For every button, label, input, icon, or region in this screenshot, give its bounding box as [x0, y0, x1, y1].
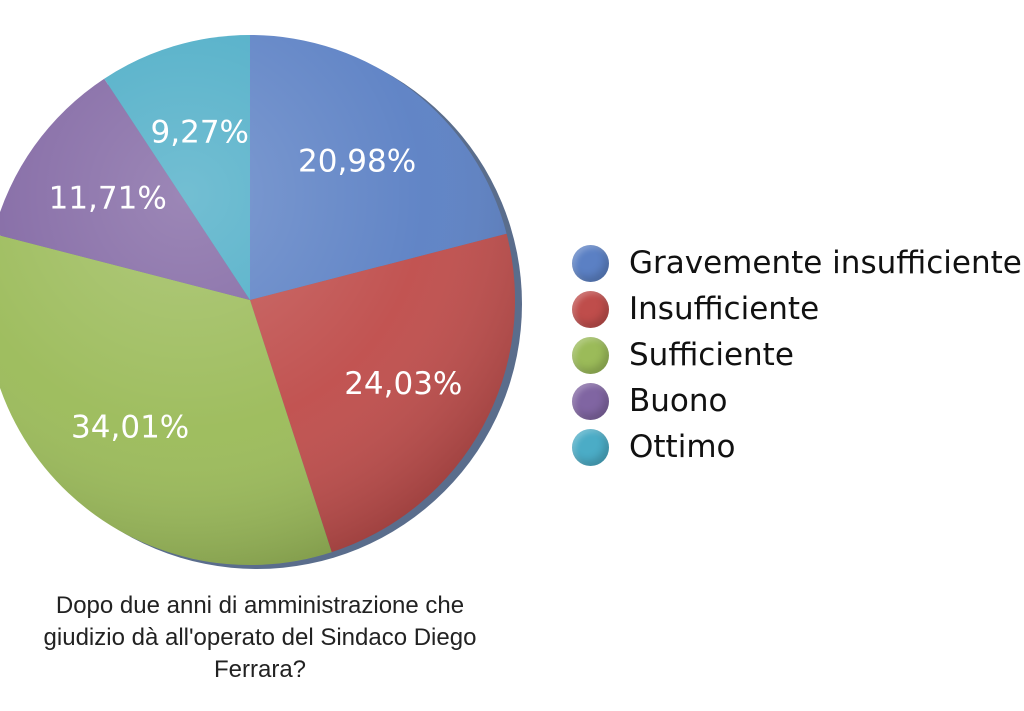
legend-swatch: [572, 382, 609, 420]
legend-item-3: Sufficiente: [572, 332, 1022, 378]
legend-label: Ottimo: [629, 429, 736, 465]
legend-item-2: Insufficiente: [572, 286, 1022, 332]
legend-swatch: [572, 428, 609, 466]
legend-swatch: [572, 336, 609, 374]
legend-label: Sufficiente: [629, 337, 794, 373]
legend-label: Gravemente insufficiente: [629, 245, 1022, 281]
legend-item-1: Gravemente insufficiente: [572, 240, 1022, 286]
legend-label: Buono: [629, 383, 728, 419]
legend-label: Insufficiente: [629, 291, 820, 327]
legend-swatch: [572, 290, 609, 328]
pie-gloss: [0, 35, 515, 565]
slice-label-2: 24,03%: [344, 366, 462, 402]
slice-label-4: 11,71%: [49, 180, 167, 216]
legend-item-5: Ottimo: [572, 424, 1022, 470]
slice-label-5: 9,27%: [151, 114, 249, 150]
legend-swatch: [572, 244, 609, 282]
chart-caption: Dopo due anni di amministrazione che giu…: [0, 590, 520, 686]
caption-line-1: Dopo due anni di amministrazione che: [55, 592, 465, 619]
caption-line-2: giudizio dà all'operato del Sindaco Dieg…: [43, 624, 477, 651]
slice-label-3: 34,01%: [71, 409, 189, 445]
legend-item-4: Buono: [572, 378, 1022, 424]
legend: Gravemente insufficiente Insufficiente Suf…: [572, 240, 1022, 470]
slice-label-1: 20,98%: [298, 144, 416, 180]
caption-line-3: Ferrara?: [213, 656, 307, 683]
